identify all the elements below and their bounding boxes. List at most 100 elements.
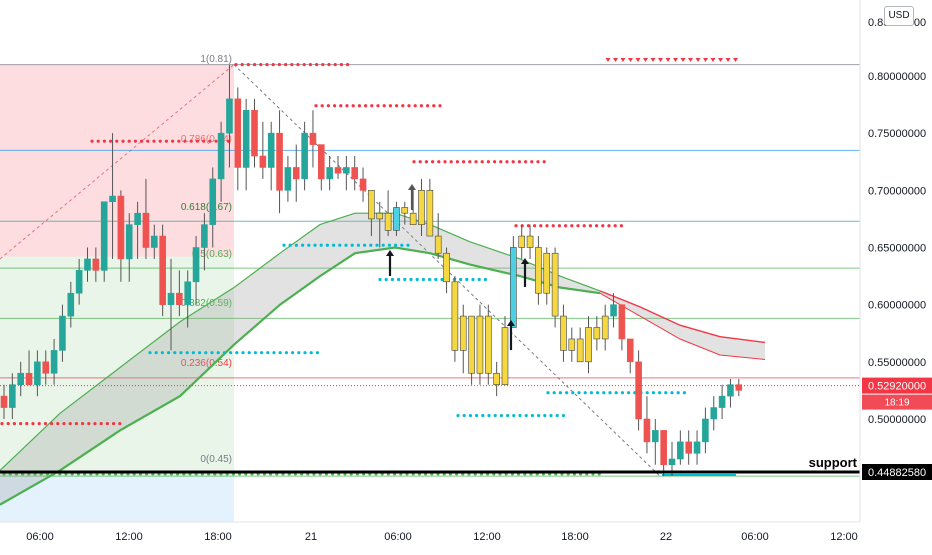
- level-dot: [565, 391, 569, 395]
- currency-button[interactable]: USD: [884, 6, 914, 26]
- fib-trend-line: [0, 64, 235, 260]
- x-tick-label: 18:00: [561, 531, 589, 543]
- candle-body: [84, 258, 91, 271]
- level-dot: [81, 421, 85, 426]
- level-dot: [583, 391, 587, 395]
- level-dot: [363, 243, 367, 247]
- candle: [560, 304, 567, 362]
- level-dot: [282, 243, 286, 247]
- x-tick-label: 12:00: [115, 531, 143, 543]
- level-dot: [375, 243, 379, 247]
- sell-markers: [605, 58, 738, 62]
- candle-body: [201, 224, 208, 248]
- candle: [702, 407, 709, 454]
- fib-level-label: 0.5(0.63): [192, 249, 232, 260]
- candle-body: [468, 315, 475, 374]
- candle-body: [151, 235, 158, 248]
- candle: [309, 110, 317, 168]
- level-dot: [390, 277, 394, 282]
- candle: [25, 350, 33, 385]
- level-dot: [277, 62, 281, 67]
- sell-marker: [733, 58, 738, 62]
- candle: [593, 316, 601, 351]
- candle-body: [401, 207, 409, 214]
- sell-marker: [650, 58, 656, 62]
- level-dot: [68, 421, 72, 426]
- sell-marker: [680, 58, 686, 62]
- level-dot: [284, 62, 288, 67]
- candle-body: [9, 384, 16, 408]
- candle: [242, 98, 250, 191]
- candle-body: [334, 167, 342, 174]
- level-dot: [171, 139, 175, 143]
- candle: [660, 430, 667, 477]
- candle-body: [192, 247, 200, 283]
- candle-body: [685, 441, 693, 454]
- level-dot: [313, 243, 317, 247]
- level-dot: [314, 104, 318, 108]
- candle: [100, 201, 108, 282]
- level-dot: [271, 62, 275, 67]
- candle-body: [393, 207, 400, 231]
- level-dot: [288, 243, 292, 247]
- candle-body: [702, 418, 709, 443]
- level-dot: [676, 391, 680, 395]
- level-dot: [195, 139, 199, 143]
- level-dot: [645, 391, 649, 395]
- level-dot: [552, 391, 556, 395]
- level-dot: [487, 413, 491, 418]
- candle: [393, 201, 400, 237]
- ema-red-fast: [599, 290, 766, 344]
- level-dot: [619, 224, 624, 228]
- level-dot: [309, 351, 313, 355]
- support-dots: [456, 413, 566, 418]
- support-dots: [148, 351, 319, 355]
- level-dot: [438, 104, 442, 108]
- level-dot: [308, 62, 312, 67]
- level-dot: [406, 243, 410, 247]
- fib-level-label: 0.618(0.67): [181, 202, 232, 213]
- level-dot: [613, 224, 617, 228]
- x-tick-label: 22: [660, 531, 672, 543]
- candle: [284, 156, 292, 202]
- candle-body: [276, 132, 283, 191]
- candle: [409, 190, 417, 225]
- candle: [117, 190, 125, 282]
- level-dot: [555, 413, 559, 418]
- candle-body: [159, 235, 166, 305]
- candle-body: [576, 338, 584, 363]
- candle-body: [309, 132, 317, 145]
- level-dot: [517, 160, 522, 164]
- level-dot: [468, 413, 472, 418]
- fib-zone-blue: [0, 476, 234, 522]
- arrow-head: [408, 184, 416, 190]
- candle: [75, 258, 83, 305]
- resistance-dots: [90, 139, 230, 143]
- candle: [551, 247, 559, 328]
- level-dot: [234, 62, 238, 67]
- y-tick-label: 0.50000000: [868, 414, 926, 426]
- level-dot: [486, 160, 490, 164]
- level-dot: [400, 243, 404, 247]
- candle-body: [343, 167, 350, 174]
- level-dot: [222, 351, 226, 355]
- candle: [67, 281, 75, 328]
- sell-marker: [643, 58, 648, 62]
- level-dot: [229, 351, 233, 355]
- level-dot: [301, 243, 305, 247]
- level-dot: [409, 277, 413, 282]
- candle-body: [92, 258, 100, 271]
- level-dot: [127, 139, 131, 143]
- level-dot: [524, 160, 528, 164]
- level-dot: [210, 351, 214, 355]
- candle: [643, 396, 651, 454]
- level-dot: [480, 160, 484, 164]
- candle-body: [25, 372, 33, 385]
- level-dot: [146, 139, 150, 143]
- sell-marker: [665, 58, 671, 62]
- x-tick-label: 18:00: [204, 531, 232, 543]
- level-dot: [588, 224, 593, 228]
- candle: [685, 430, 693, 465]
